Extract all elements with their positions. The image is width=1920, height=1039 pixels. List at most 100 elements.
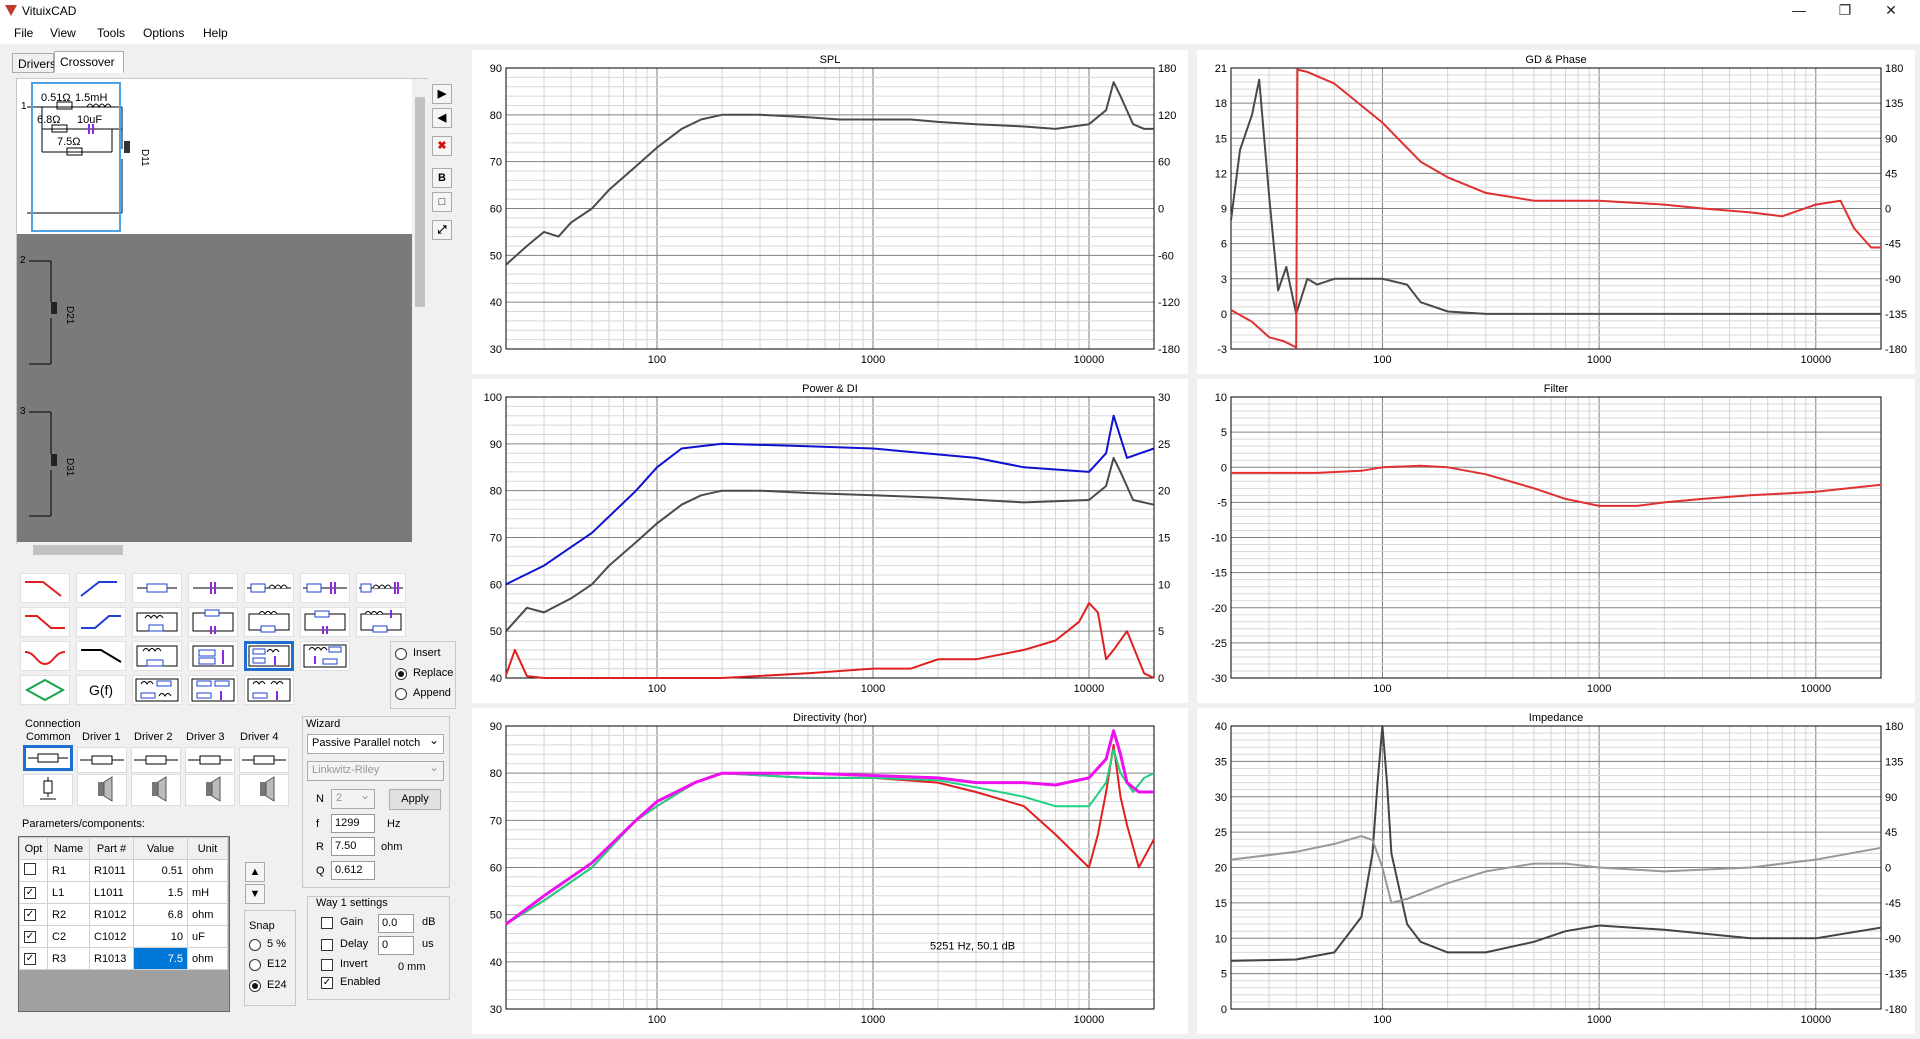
series-notch-icon[interactable] (132, 641, 182, 671)
parallel-notch-small-icon[interactable] (356, 607, 406, 637)
schematic-vertical-scrollbar[interactable] (412, 79, 428, 542)
bold-toggle-button[interactable]: B (432, 168, 452, 188)
transfer-function-button[interactable]: G(f) (76, 675, 126, 705)
component-unit[interactable]: mH (187, 881, 228, 904)
driver-3-polarity-icon[interactable] (185, 774, 235, 806)
table-row[interactable]: ✓ C2 C1012 10 uF (19, 925, 228, 948)
move-up-icon[interactable]: ▲ (245, 862, 265, 882)
gd-phase-graph[interactable]: GD & Phase 21 18 15 12 9 6 3 0 -3 180 135 90 45 0 -45 -9… (1197, 50, 1915, 374)
delay-input[interactable]: 0 (378, 936, 414, 955)
opt-checkbox-box[interactable]: ✓ (24, 909, 36, 921)
parallel-rc-icon[interactable] (188, 607, 238, 637)
snap-e12-radio[interactable] (249, 959, 261, 971)
spl-graph[interactable]: SPL 90 80 70 60 50 40 30 180 120 60 0 -60 -120 -180 100… (472, 50, 1188, 374)
component-unit[interactable]: ohm (187, 903, 228, 926)
shunt-notch-icon[interactable] (188, 641, 238, 671)
ladder-rc-icon[interactable] (188, 675, 238, 705)
component-value[interactable]: 1.5 (133, 881, 188, 904)
gain-checkbox[interactable] (321, 917, 333, 929)
opt-checkbox[interactable] (19, 859, 48, 882)
opt-checkbox[interactable]: ✓ (19, 881, 48, 904)
directivity-graph[interactable]: Directivity (hor) 90 80 70 60 50 40 30 100 1000 10… (472, 708, 1188, 1034)
wizard-q-input[interactable]: 0.612 (331, 861, 375, 880)
notch-filter-icon[interactable] (20, 641, 70, 671)
move-left-icon[interactable]: ◀ (432, 108, 452, 128)
component-value[interactable]: 10 (133, 925, 188, 948)
append-radio[interactable] (395, 688, 407, 700)
way-1-schematic[interactable]: 1 0.51Ω 1.5mH 6.8Ω 10uF 7.5Ω D11 (17, 79, 412, 234)
component-name[interactable]: L1 (47, 881, 90, 904)
column-part[interactable]: Part # (89, 837, 134, 860)
connection-driver-3-button[interactable] (185, 747, 235, 773)
part-number[interactable]: R1013 (89, 947, 134, 970)
tab-crossover[interactable]: Crossover (54, 51, 124, 73)
component-unit[interactable]: uF (187, 925, 228, 948)
ground-icon[interactable] (23, 774, 73, 806)
series-rc-icon[interactable] (300, 573, 350, 603)
wizard-apply-button[interactable]: Apply (389, 789, 441, 810)
invert-checkbox[interactable] (321, 959, 333, 971)
connection-common-button[interactable] (23, 745, 73, 771)
filter-graph[interactable]: Filter 10 5 0 -5 -10 -15 -20 -25 -30 100 1000 10000 (1197, 379, 1915, 703)
driver-4-polarity-icon[interactable] (239, 774, 289, 806)
table-row[interactable]: R1 R1011 0.51 ohm (19, 859, 228, 882)
enabled-checkbox[interactable]: ✓ (321, 977, 333, 989)
schematic-horizontal-scrollbar[interactable] (17, 542, 429, 558)
component-unit[interactable]: ohm (187, 947, 228, 970)
move-down-icon[interactable]: ▼ (245, 884, 265, 904)
delay-checkbox[interactable] (321, 939, 333, 951)
menu-options[interactable]: Options (143, 26, 185, 40)
lowpass-black-icon[interactable] (76, 641, 126, 671)
component-name[interactable]: R2 (47, 903, 90, 926)
highpass-filter-icon[interactable] (76, 573, 126, 603)
power-di-graph[interactable]: Power & DI 100 90 80 70 60 50 40 30 25 20 15 10 5 0 100… (472, 379, 1188, 703)
tab-drivers[interactable]: Drivers (12, 53, 56, 73)
part-number[interactable]: C1012 (89, 925, 134, 948)
snap-5pct-radio[interactable] (249, 939, 261, 951)
lowpass-shelf-icon[interactable] (20, 607, 70, 637)
component-name[interactable]: C2 (47, 925, 90, 948)
opt-checkbox[interactable]: ✓ (19, 947, 48, 970)
snap-e24-radio[interactable] (249, 980, 261, 992)
delete-icon[interactable]: ✖ (432, 136, 452, 156)
wizard-n-select[interactable]: 2 (331, 789, 375, 809)
component-value[interactable]: 0.51 (133, 859, 188, 882)
menu-file[interactable]: File (14, 26, 34, 40)
minimize-icon[interactable]: — (1792, 2, 1806, 18)
close-window-icon[interactable]: ✕ (1885, 2, 1897, 18)
allpass-filter-icon[interactable] (20, 675, 70, 705)
fit-view-icon[interactable]: ⤢ (432, 220, 452, 240)
part-number[interactable]: R1012 (89, 903, 134, 926)
wizard-type-select[interactable]: Passive Parallel notch (307, 734, 444, 754)
wizard-f-input[interactable]: 1299 (331, 814, 375, 833)
series-capacitor-icon[interactable] (188, 573, 238, 603)
highpass-shelf-icon[interactable] (76, 607, 126, 637)
column-name[interactable]: Name (47, 837, 90, 860)
replace-radio[interactable] (395, 668, 407, 680)
part-number[interactable]: R1011 (89, 859, 134, 882)
connection-driver-1-button[interactable] (77, 747, 127, 773)
wizard-r-input[interactable]: 7.50 (331, 837, 375, 856)
component-value[interactable]: 6.8 (133, 903, 188, 926)
impedance-graph[interactable]: Impedance 40 35 30 25 20 15 10 5 0 180 135 90 45 0 -45 -… (1197, 708, 1915, 1034)
series-rl-icon[interactable] (244, 573, 294, 603)
ladder-lc-icon[interactable] (244, 675, 294, 705)
part-number[interactable]: L1011 (89, 881, 134, 904)
column-opt[interactable]: Opt (19, 837, 48, 860)
passive-parallel-notch-icon[interactable] (244, 641, 294, 671)
parallel-rl-icon[interactable] (132, 607, 182, 637)
lowpass-filter-icon[interactable] (20, 573, 70, 603)
driver-2-polarity-icon[interactable] (131, 774, 181, 806)
parallel-rlc-icon[interactable] (300, 607, 350, 637)
gain-input[interactable]: 0.0 (378, 914, 414, 933)
menu-view[interactable]: View (50, 26, 76, 40)
opt-checkbox[interactable]: ✓ (19, 903, 48, 926)
menu-help[interactable]: Help (203, 26, 228, 40)
ladder-rlc-icon[interactable] (132, 675, 182, 705)
wizard-alignment-select[interactable]: Linkwitz-Riley (307, 761, 444, 781)
component-name[interactable]: R3 (47, 947, 90, 970)
parallel-lc-icon[interactable] (244, 607, 294, 637)
column-unit[interactable]: Unit (187, 837, 228, 860)
connection-driver-2-button[interactable] (131, 747, 181, 773)
table-row[interactable]: ✓ R3 R1013 7.5 ohm (19, 947, 228, 970)
